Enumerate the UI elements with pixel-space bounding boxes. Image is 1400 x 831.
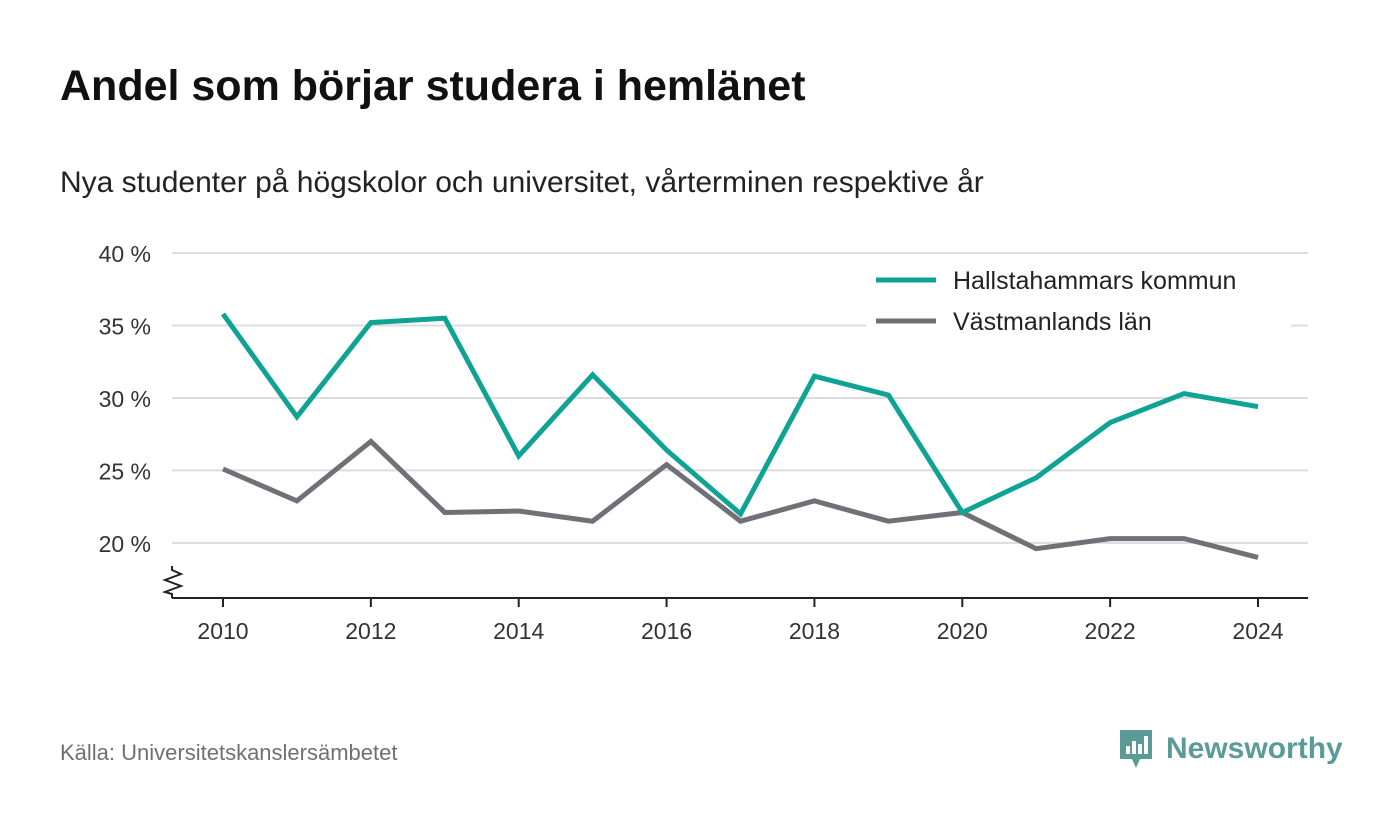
- x-tick-label: 2014: [493, 618, 544, 644]
- brand-name: Newsworthy: [1166, 732, 1343, 765]
- x-tick-label: 2022: [1085, 618, 1136, 644]
- y-tick-label: 30 %: [99, 386, 151, 412]
- x-tick-label: 2020: [937, 618, 988, 644]
- y-tick-label: 20 %: [99, 531, 151, 557]
- y-tick-label: 40 %: [99, 241, 151, 267]
- y-axis-ticks: 40 % 35 % 30 % 25 % 20 %: [99, 241, 151, 557]
- series-line-1: [222, 438, 1259, 560]
- chart-subtitle: Nya studenter på högskolor och universit…: [60, 166, 984, 199]
- series-line-0: [220, 312, 1259, 518]
- chart-title: Andel som börjar studera i hemlänet: [60, 62, 806, 110]
- source-note: Källa: Universitetskanslersämbetet: [60, 740, 398, 765]
- x-tick-label: 2024: [1232, 618, 1283, 644]
- legend-label: Västmanlands län: [953, 308, 1152, 336]
- x-tick-label: 2010: [197, 618, 248, 644]
- brand-logo: Newsworthy: [1118, 727, 1343, 771]
- legend: Hallstahammars kommun Västmanlands län: [866, 258, 1291, 348]
- x-tick-label: 2012: [345, 618, 396, 644]
- y-tick-label: 25 %: [99, 458, 151, 484]
- axis-break-symbol: [161, 566, 184, 598]
- legend-label: Hallstahammars kommun: [953, 267, 1236, 295]
- y-tick-label: 35 %: [99, 313, 151, 339]
- line-chart: 40 %35 %30 %25 %20 % 2010 2012 2014 2016 201…: [99, 241, 1308, 644]
- x-tick-label: 2018: [789, 618, 840, 644]
- x-tick-label: 2016: [641, 618, 692, 644]
- legend-background: [866, 258, 1291, 348]
- series-lines: [220, 312, 1259, 560]
- x-axis: [161, 566, 1308, 599]
- x-axis-ticks: 2010 2012 2014 2016 2018 2020 2022 2024: [197, 598, 1284, 644]
- newsworthy-logo-icon: [1120, 730, 1152, 768]
